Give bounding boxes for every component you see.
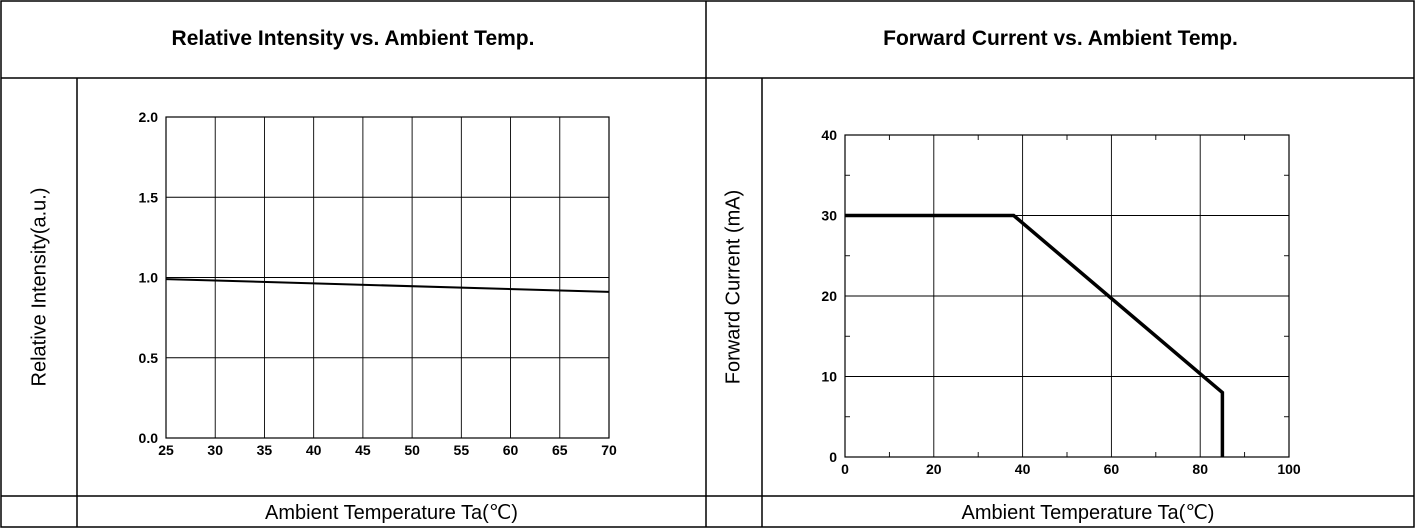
chart1-x-tick-label: 50 [404, 442, 420, 458]
chart2-x-axis-label: Ambient Temperature Ta(℃) [961, 501, 1215, 524]
chart2-x-tick-label: 0 [841, 461, 849, 477]
chart1-y-tick-label: 2.0 [139, 109, 159, 125]
chart1-plot-area [165, 116, 610, 439]
chart1-series-line [165, 278, 610, 293]
chart1-x-tick-label: 40 [306, 442, 322, 458]
chart1-y-tick-label: 0.5 [139, 350, 159, 366]
chart2-y-tick-label: 10 [821, 369, 837, 385]
chart1-x-tick-label: 30 [207, 442, 223, 458]
chart2-x-tick-label: 100 [1277, 461, 1301, 477]
chart2-y-tick-label: 40 [821, 127, 837, 143]
chart2-x-tick-label: 80 [1192, 461, 1208, 477]
chart1-title: Relative Intensity vs. Ambient Temp. [171, 27, 535, 50]
chart2-plot-area [844, 134, 1290, 458]
chart1-x-tick-label: 60 [503, 442, 519, 458]
chart1-x-tick-label: 65 [552, 442, 568, 458]
chart1-x-tick-label: 70 [601, 442, 617, 458]
chart1-y-tick-label: 1.5 [139, 189, 159, 205]
chart1-y-tick-label: 1.0 [139, 270, 159, 286]
chart2-y-tick-label: 30 [821, 208, 837, 224]
chart2-x-tick-label: 60 [1104, 461, 1120, 477]
chart1-x-tick-label: 45 [355, 442, 371, 458]
chart2-x-tick-label: 20 [926, 461, 942, 477]
chart1-y-tick-label: 0.0 [139, 430, 159, 446]
chart1-x-tick-label: 35 [257, 442, 273, 458]
chart2-y-tick-label: 20 [821, 288, 837, 304]
chart2-y-tick-label: 0 [829, 449, 837, 465]
chart1-x-axis-label: Ambient Temperature Ta(℃) [265, 501, 518, 524]
chart1-x-tick-label: 25 [158, 442, 174, 458]
chart2-series-line [845, 213, 1225, 457]
chart1-x-tick-label: 55 [454, 442, 470, 458]
chart2-x-tick-label: 40 [1015, 461, 1031, 477]
chart2-title: Forward Current vs. Ambient Temp. [883, 27, 1238, 50]
